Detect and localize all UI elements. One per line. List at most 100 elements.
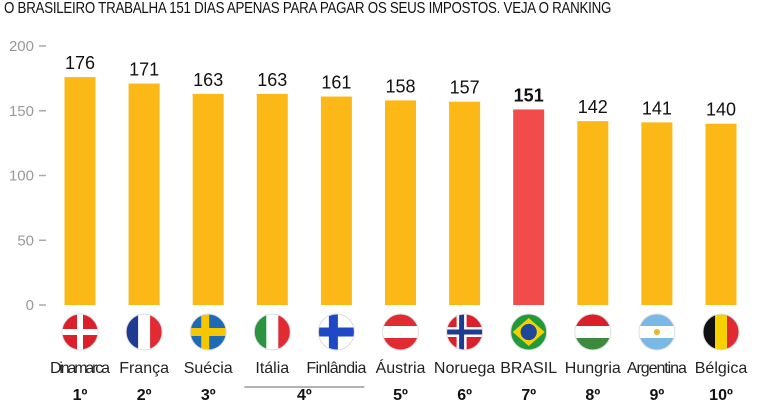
flag-border: [574, 313, 612, 351]
bar-group: 151 BRASIL: [500, 85, 557, 377]
x-tick-label: Áustria: [376, 358, 426, 377]
flag-part: [703, 314, 716, 350]
chart-title: O BRASILEIRO TRABALHA 151 DIAS APENAS PA…: [4, 0, 612, 17]
france-flag-icon: [126, 314, 163, 350]
data-label: 171: [129, 60, 159, 80]
flag-part: [254, 314, 267, 350]
flag-part: [138, 314, 151, 350]
rank-label: 7º: [521, 387, 536, 404]
sun: [653, 329, 660, 335]
bar: [513, 109, 545, 305]
bar-group: 163 Suécia: [184, 70, 233, 377]
y-tick-label: 200: [9, 38, 34, 55]
flag-part: [727, 314, 739, 350]
flag-part: [266, 314, 279, 350]
data-label: 151: [514, 85, 544, 105]
rank-label: 1º: [73, 387, 88, 404]
argentina-flag-icon: [638, 314, 675, 350]
rank-label: 4º: [297, 387, 312, 404]
rank-label: 8º: [585, 387, 600, 404]
flag-border: [446, 313, 484, 351]
belgium-flag-icon: [703, 314, 739, 350]
flag-part: [638, 314, 675, 327]
flag-border: [189, 313, 227, 351]
finland-flag-icon: [318, 314, 355, 350]
flag-border: [125, 313, 163, 351]
flag-part: [638, 338, 675, 350]
x-tick-label: Noruega: [434, 360, 495, 377]
flag-border: [317, 313, 355, 351]
flag-part: [190, 328, 227, 336]
flag-border: [382, 313, 419, 351]
data-label: 157: [450, 78, 480, 98]
rank-label: 10º: [709, 387, 733, 404]
flag-part: [150, 314, 163, 350]
flag-border: [61, 313, 99, 351]
bar: [385, 100, 416, 305]
x-tick-label: Argentina: [627, 360, 687, 377]
data-label: 141: [642, 98, 672, 118]
denmark-flag-icon: [62, 314, 98, 350]
flag-part: [62, 329, 98, 335]
bar: [577, 121, 609, 305]
flag-part: [126, 314, 139, 350]
bar: [192, 93, 224, 305]
x-tick-label: Bélgica: [695, 360, 748, 377]
data-label: 158: [385, 76, 415, 96]
flag-part: [715, 314, 728, 350]
bar: [256, 93, 288, 305]
data-label: 140: [706, 100, 736, 120]
bar: [64, 77, 96, 305]
x-tick-label: BRASIL: [500, 360, 557, 377]
flag-part: [382, 314, 419, 327]
bar: [449, 101, 481, 305]
x-tick-label: França: [119, 360, 169, 377]
brazil-flag-icon: [510, 314, 547, 350]
flag-part: [278, 314, 291, 350]
bar-group: 141 Argentina: [627, 98, 687, 377]
flag-border: [702, 313, 740, 351]
flag-part: [574, 326, 611, 339]
bar: [641, 122, 673, 305]
bar: [128, 83, 160, 306]
data-label: 142: [578, 97, 608, 117]
flag-part: [382, 338, 419, 350]
bar-group: 158 Áustria: [376, 76, 426, 377]
data-label: 163: [193, 70, 223, 90]
bar-group: 140 Bélgica: [695, 100, 748, 377]
bar-group: 163 Itália: [253, 70, 291, 377]
hungary-flag-icon: [574, 314, 611, 350]
flag-part: [574, 314, 611, 327]
bar: [320, 96, 352, 305]
rank-label: 3º: [201, 387, 216, 404]
bar-group: 176 Dinamarca: [50, 53, 110, 377]
rank-label: 5º: [393, 387, 408, 404]
flag-part: [520, 323, 537, 341]
sweden-flag-icon: [190, 314, 227, 350]
bar-group: 157 Noruega: [434, 78, 495, 377]
bar: [705, 123, 737, 305]
data-label: 176: [65, 53, 95, 73]
flag-border: [638, 313, 676, 351]
austria-flag-icon: [382, 314, 419, 350]
flag-part: [382, 326, 419, 339]
data-label: 163: [257, 70, 287, 90]
italy-flag-icon: [254, 314, 291, 350]
x-tick-label: Hungria: [565, 360, 621, 377]
x-tick-label: Suécia: [184, 360, 233, 377]
flag-part: [574, 338, 611, 350]
data-label: 161: [321, 73, 351, 93]
flag-border: [510, 313, 548, 351]
rank-label: 9º: [650, 387, 665, 404]
y-tick-label: 150: [9, 103, 34, 120]
flag-part: [446, 329, 483, 335]
bar-group: 142 Hungria: [565, 97, 621, 377]
x-tick-label: Finlândia: [306, 360, 366, 377]
x-tick-label: Itália: [255, 360, 289, 377]
bar-group: 171 França: [119, 60, 169, 377]
flag-border: [253, 313, 291, 351]
rank-label: 2º: [137, 387, 152, 404]
norway-flag-icon: [446, 314, 483, 350]
flag-part: [318, 327, 355, 337]
